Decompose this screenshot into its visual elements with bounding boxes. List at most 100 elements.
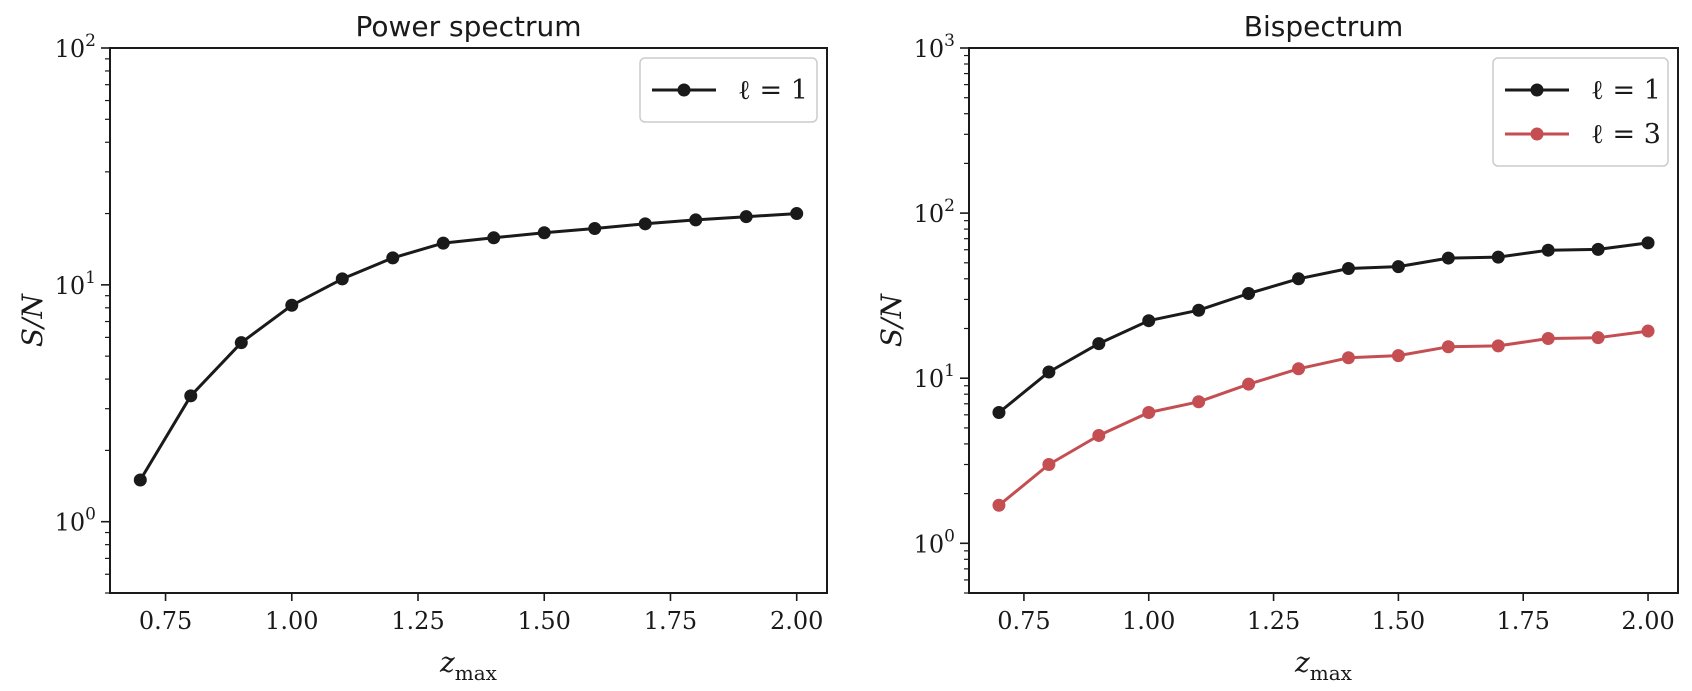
data-point [1391,349,1405,363]
chart-title: Power spectrum [355,10,581,43]
y-tick-label: 100 [914,526,955,558]
x-axis-label: zmax [439,646,498,685]
legend-box [639,57,818,123]
data-point [1192,303,1206,317]
y-tick-exponent: 1 [85,268,96,288]
x-tick-label: 1.25 [1247,607,1300,635]
data-point [1441,251,1455,265]
data-point [1092,337,1106,351]
series-line-1 [998,241,1649,414]
data-point [739,210,753,224]
x-axis-label-subscript: max [455,661,498,685]
data-point [992,498,1006,512]
data-point [1292,362,1306,376]
data-point [285,298,299,312]
y-tick-base: 10 [914,200,945,228]
y-axis-label: S/N [16,292,49,347]
y-tick-exponent: 0 [85,505,96,525]
data-point [335,272,349,286]
legend-label: ℓ = 1 [1591,75,1661,106]
x-tick-label: 2.00 [1621,607,1674,635]
data-point [689,213,703,227]
data-point [436,236,450,250]
chart-title: Bispectrum [1244,10,1403,43]
data-point [1591,242,1605,256]
plot-frame [968,47,1679,594]
y-tick-exponent: 3 [944,31,955,51]
y-tick-base: 10 [914,35,945,63]
x-axis-label: zmax [1294,646,1353,685]
y-tick-label: 100 [55,505,96,537]
legend-label: ℓ = 1 [738,75,808,106]
x-tick-label: 0.75 [139,607,192,635]
plot-frame [109,47,828,594]
x-tick-label: 1.00 [265,607,318,635]
y-tick-exponent: 2 [944,196,955,216]
y-tick-base: 10 [55,35,86,63]
data-point [1192,395,1206,409]
data-point [537,226,551,240]
y-tick-label: 101 [914,361,955,393]
data-point [133,473,147,487]
x-tick-label: 1.50 [518,607,571,635]
legend-marker [677,83,691,97]
x-tick-label: 1.75 [644,607,697,635]
x-tick-label: 1.25 [391,607,444,635]
data-point [790,207,804,221]
data-point [1042,365,1056,379]
x-tick-label: 0.75 [997,607,1050,635]
data-point [1391,260,1405,274]
data-point [1641,236,1655,250]
data-point [1092,428,1106,442]
data-point [638,217,652,231]
data-point [1491,250,1505,264]
data-point [1142,314,1156,328]
data-point [992,405,1006,419]
y-tick-label: 102 [55,31,96,63]
data-point [1541,331,1555,345]
data-point [588,221,602,235]
x-tick-label: 1.00 [1122,607,1175,635]
data-point [1242,377,1256,391]
data-point [1292,272,1306,286]
data-point [1541,243,1555,257]
y-tick-exponent: 2 [85,31,96,51]
y-tick-label: 102 [914,196,955,228]
x-axis-label-main: z [1294,646,1310,679]
data-point [1042,458,1056,472]
data-point [1641,324,1655,338]
legend-label: ℓ = 3 [1591,119,1661,150]
data-point [1341,261,1355,275]
data-point [1441,340,1455,354]
legend-marker [1530,127,1544,141]
y-tick-label: 103 [914,31,955,63]
y-tick-base: 10 [55,509,86,537]
series-line-2 [998,329,1649,507]
data-point [386,251,400,265]
data-point [1142,405,1156,419]
y-tick-base: 10 [55,272,86,300]
series-line-1 [139,212,797,481]
y-axis-label: S/N [875,292,908,347]
data-point [487,231,501,245]
y-tick-exponent: 1 [944,361,955,381]
data-point [1591,331,1605,345]
x-axis-label-main: z [439,646,455,679]
data-point [1491,339,1505,353]
y-tick-base: 10 [914,530,945,558]
data-point [1242,286,1256,300]
x-tick-label: 2.00 [770,607,823,635]
y-tick-base: 10 [914,365,945,393]
y-tick-label: 101 [55,268,96,300]
data-point [184,389,198,403]
y-tick-exponent: 0 [944,526,955,546]
x-tick-label: 1.50 [1372,607,1425,635]
x-axis-label-subscript: max [1310,661,1353,685]
data-point [234,336,248,350]
data-point [1341,351,1355,365]
x-tick-label: 1.75 [1496,607,1549,635]
legend-marker [1530,83,1544,97]
